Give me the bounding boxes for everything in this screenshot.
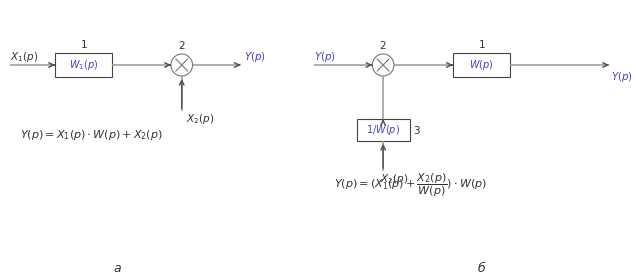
Text: $X_1(p)$: $X_1(p)$ <box>10 50 38 64</box>
Text: $Y(p)$: $Y(p)$ <box>314 50 336 64</box>
Text: $1$: $1$ <box>80 38 87 50</box>
Text: б: б <box>478 261 485 275</box>
Text: $Y(p)=(X_1(p)+\dfrac{X_2(p)}{W(p)})\cdot W(p)$: $Y(p)=(X_1(p)+\dfrac{X_2(p)}{W(p)})\cdot… <box>334 171 487 199</box>
Text: $X_2(p)$: $X_2(p)$ <box>186 112 214 126</box>
Text: $W(p)$: $W(p)$ <box>469 58 494 72</box>
Text: $2$: $2$ <box>379 39 387 51</box>
Text: $a$: $a$ <box>113 261 122 275</box>
Text: $X_2(p)$: $X_2(p)$ <box>380 172 408 186</box>
Text: $1$: $1$ <box>478 38 485 50</box>
Circle shape <box>171 54 193 76</box>
Text: $Y(p)$: $Y(p)$ <box>611 70 633 84</box>
Text: $W_1(p)$: $W_1(p)$ <box>69 58 98 72</box>
Bar <box>357 119 410 141</box>
Text: $3$: $3$ <box>413 124 420 136</box>
Text: $2$: $2$ <box>178 39 186 51</box>
Bar <box>453 53 510 77</box>
Bar <box>55 53 112 77</box>
Text: $1/W(p)$: $1/W(p)$ <box>366 123 400 137</box>
Circle shape <box>372 54 394 76</box>
Text: $Y(p)$: $Y(p)$ <box>244 50 266 64</box>
Text: $Y(p)=X_1(p)\cdot W(p)+X_2(p)$: $Y(p)=X_1(p)\cdot W(p)+X_2(p)$ <box>20 128 162 142</box>
